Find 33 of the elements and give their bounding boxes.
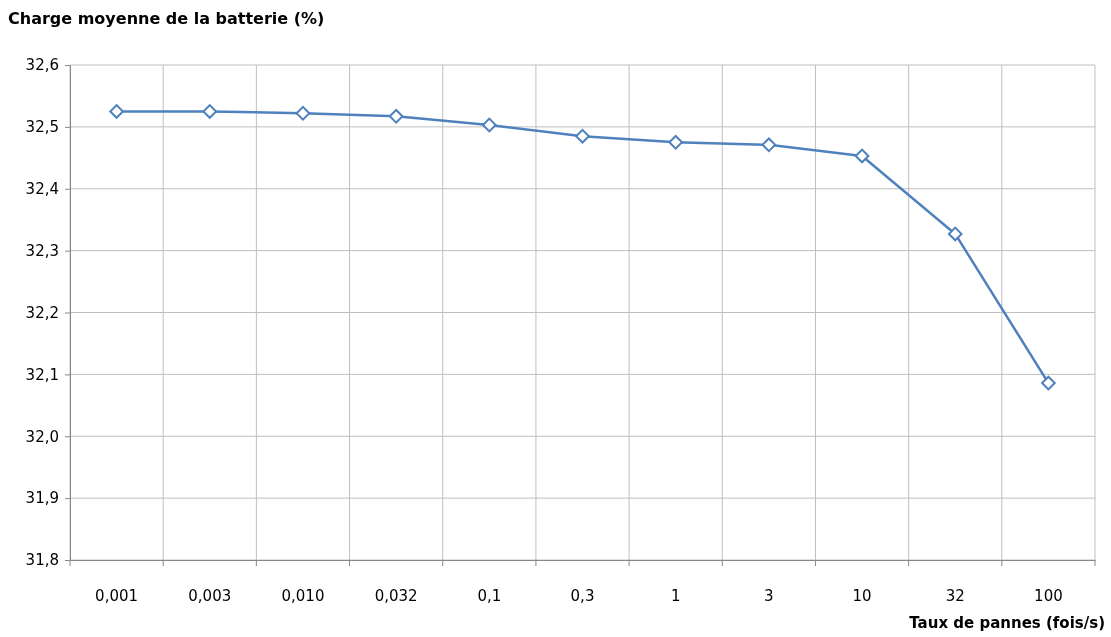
y-tick-label: 32,6	[25, 56, 59, 75]
y-tick-label: 32,4	[25, 180, 59, 199]
x-tick-label: 3	[764, 586, 774, 605]
x-tick-label: 32	[945, 586, 965, 605]
point	[575, 128, 590, 144]
x-tick-label: 0,010	[281, 586, 325, 605]
point	[1041, 375, 1056, 391]
chart-title: Charge moyenne de la batterie (%)	[8, 9, 325, 28]
point	[481, 117, 497, 133]
point	[295, 105, 311, 121]
point	[109, 104, 124, 119]
x-tick-label: 0,003	[188, 586, 232, 605]
y-tick-label: 32,1	[25, 365, 59, 384]
y-tick-label: 31,8	[25, 551, 59, 570]
x-tick-label: 1	[670, 586, 681, 605]
x-tick-label: 10	[852, 586, 872, 605]
y-tick-label: 32,5	[25, 118, 59, 137]
y-tick-label: 32,2	[25, 303, 59, 322]
y-tick-label: 31,9	[25, 489, 59, 508]
y-tick-label: 32,3	[25, 241, 59, 260]
point	[668, 135, 684, 150]
point	[388, 109, 404, 124]
point	[947, 226, 963, 242]
point	[761, 137, 777, 153]
x-tick-label: 0,1	[477, 586, 502, 605]
x-tick-label: 100	[1034, 586, 1063, 605]
y-tick-label: 32,0	[25, 427, 59, 446]
point	[202, 104, 218, 119]
x-tick-label: 0,032	[374, 586, 418, 605]
point	[854, 148, 870, 164]
x-tick-label: 0,001	[95, 586, 139, 605]
x-tick-label: 0,3	[570, 586, 595, 605]
x-axis-title: Taux de pannes (fois/s)	[909, 614, 1105, 632]
